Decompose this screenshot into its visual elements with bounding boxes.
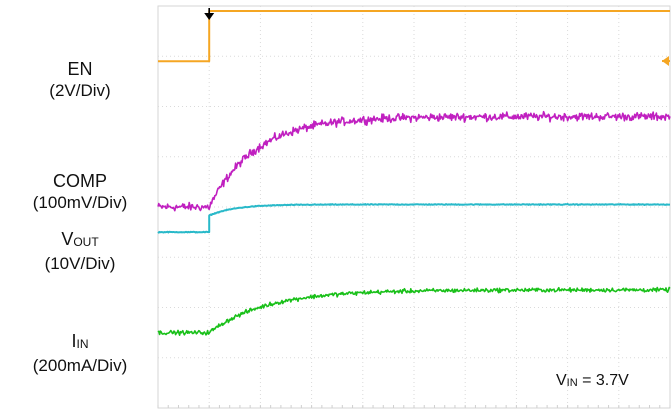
en-scale: (2V/Div) (49, 81, 111, 100)
vout-label: VOUT (10V/Div) (0, 228, 160, 275)
vin-rest: = 3.7V (577, 372, 629, 389)
plot-grid (157, 5, 671, 409)
en-label: EN (2V/Div) (0, 58, 160, 102)
trace-en (157, 10, 671, 63)
vin-main: V (556, 372, 567, 389)
iin-sub: IN (76, 337, 89, 351)
en-name: EN (67, 59, 93, 79)
comp-label: COMP (100mV/Div) (0, 170, 160, 214)
iin-name: IIN (0, 330, 160, 355)
comp-name: COMP (53, 171, 107, 191)
vout-scale: (10V/Div) (44, 254, 116, 273)
trace-vout (157, 203, 671, 234)
trace-iin (157, 286, 671, 337)
trigger-marker-arrow (204, 13, 215, 20)
plot-markers (204, 8, 670, 67)
vin-annotation: VIN = 3.7V (556, 372, 629, 390)
vout-name: VOUT (0, 228, 160, 253)
iin-label: IIN (200mA/Div) (0, 330, 160, 377)
comp-scale: (100mV/Div) (32, 193, 128, 212)
vout-main: V (61, 229, 74, 249)
vout-sub: OUT (73, 235, 99, 249)
trace-comp (157, 110, 671, 212)
plot-traces (157, 10, 671, 337)
iin-main: I (71, 331, 77, 351)
vin-sub: IN (566, 377, 578, 389)
iin-scale: (200mA/Div) (32, 356, 128, 375)
